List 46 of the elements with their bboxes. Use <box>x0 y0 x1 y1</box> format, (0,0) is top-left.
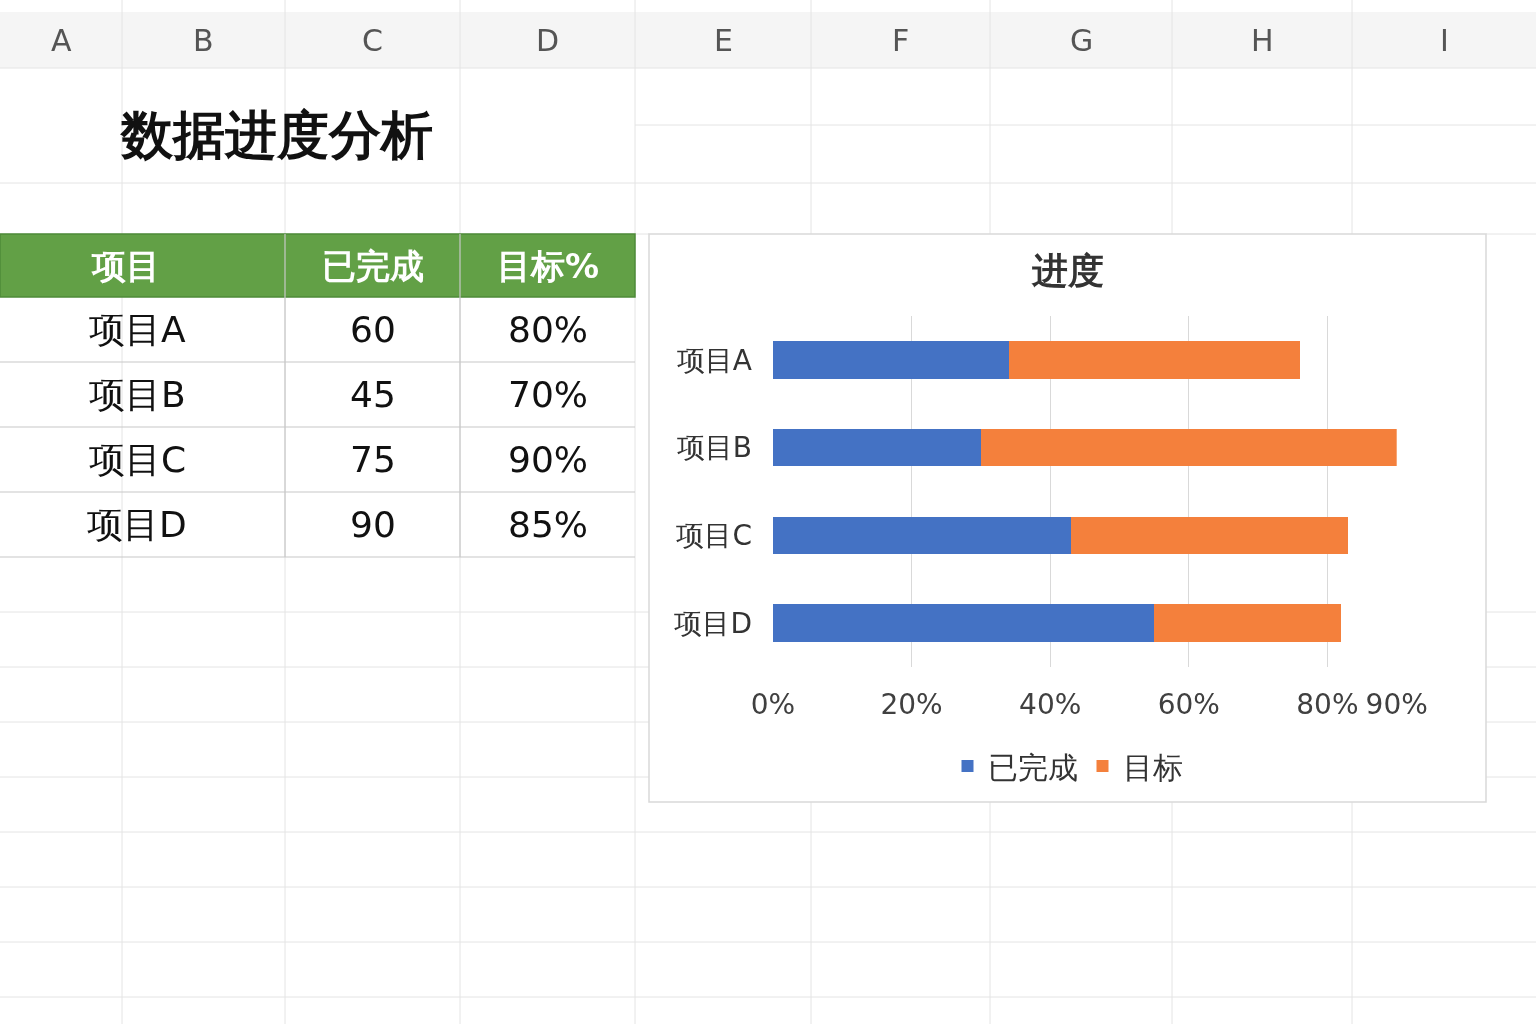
text: A <box>51 23 72 58</box>
legend-label: 目标 <box>1122 749 1183 785</box>
bar <box>773 428 981 467</box>
bar <box>1070 516 1349 555</box>
chart-title: 进度 <box>1031 250 1104 291</box>
x-tick-label: 60% <box>1157 688 1220 721</box>
text: 90 <box>350 504 396 545</box>
text: 70% <box>508 374 589 415</box>
text: F <box>892 23 910 58</box>
x-tick-label: 80% <box>1296 688 1359 721</box>
category-label: 项目 <box>91 246 160 286</box>
y-tick-label: 项目D <box>674 606 752 640</box>
text: 75 <box>350 439 396 480</box>
bar <box>980 428 1397 467</box>
bar <box>773 341 1009 379</box>
bar <box>773 604 1155 642</box>
text: H <box>1251 23 1274 58</box>
category-label: 目标% <box>497 246 600 286</box>
y-tick-label: 项目C <box>676 519 752 553</box>
category-label: 项目C <box>89 439 187 480</box>
text: 80% <box>508 309 589 350</box>
category-label: 项目A <box>89 309 186 350</box>
text: I <box>1440 23 1449 58</box>
y-tick-label: 项目B <box>676 431 752 465</box>
text: 数据进度分析 <box>120 105 433 165</box>
x-tick-label: 0% <box>750 688 796 721</box>
text: G <box>1070 23 1094 58</box>
text: D <box>536 23 560 58</box>
bar <box>1154 604 1342 642</box>
x-tick-label: 20% <box>880 688 943 721</box>
category-label: 项目D <box>87 504 187 545</box>
text: 90% <box>508 439 589 480</box>
text: C <box>362 23 383 58</box>
legend-label: 已完成 <box>987 749 1078 785</box>
category-label: 项目B <box>89 374 186 415</box>
text: 85% <box>508 504 589 545</box>
text: E <box>714 23 733 58</box>
bar <box>1008 341 1300 379</box>
y-tick-label: 项目A <box>676 343 752 377</box>
bar <box>773 516 1071 555</box>
x-tick-label: 40% <box>1019 688 1082 721</box>
x-tick-label: 90% <box>1365 688 1428 721</box>
category-label: 已完成 <box>322 246 424 286</box>
text: 45 <box>350 374 396 415</box>
text: B <box>193 23 214 58</box>
text: 60 <box>350 309 396 350</box>
